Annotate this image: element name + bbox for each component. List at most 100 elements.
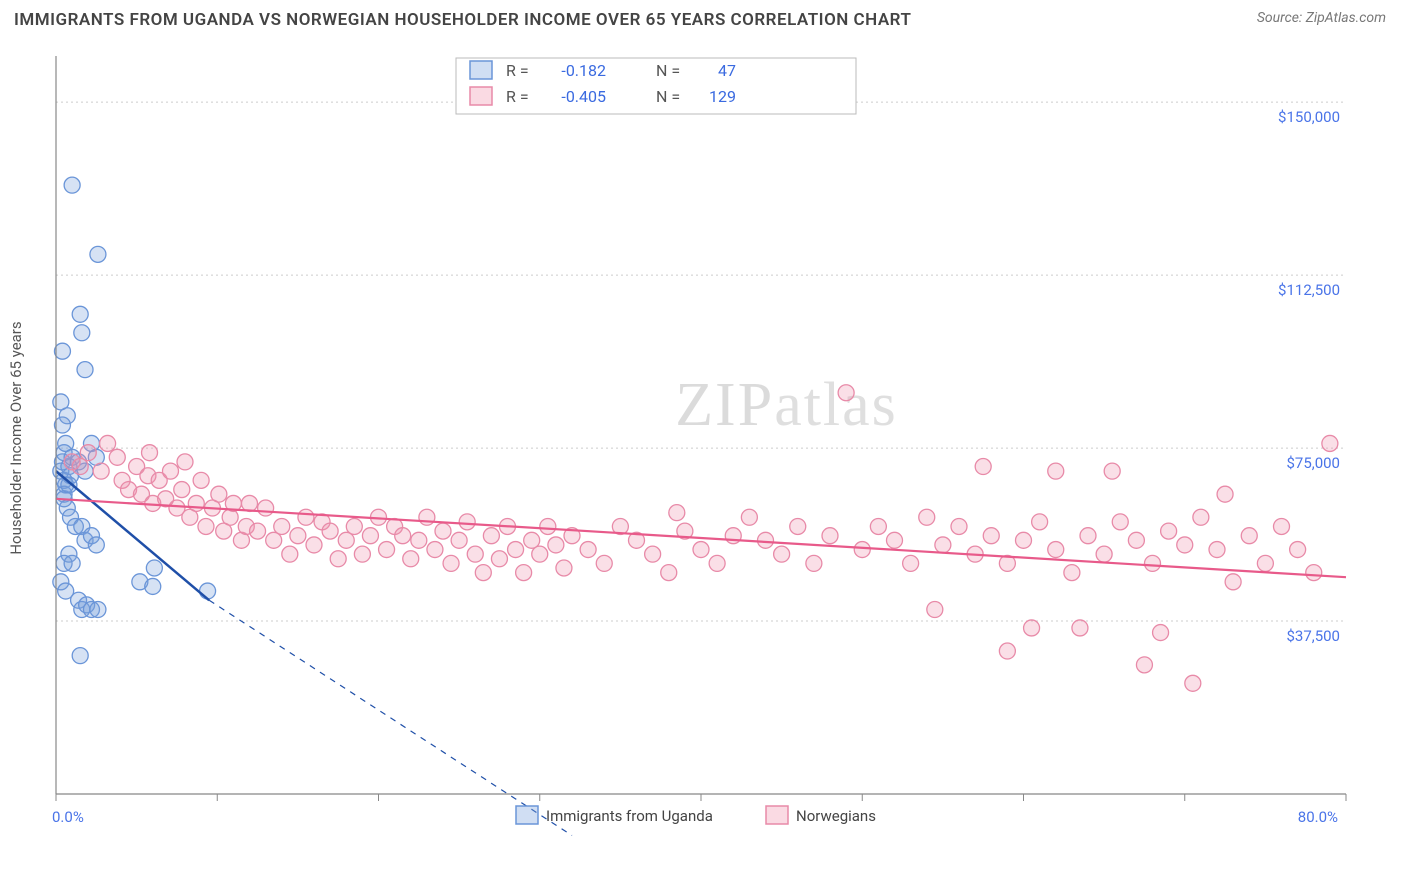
norwegians-point — [1274, 518, 1290, 534]
norwegians-point — [983, 528, 999, 544]
norwegians-point — [467, 546, 483, 562]
norwegians-point — [951, 518, 967, 534]
y-tick-label: $150,000 — [1278, 108, 1340, 126]
corr-r-label: R = — [506, 87, 529, 106]
norwegians-point — [709, 555, 725, 571]
norwegians-point — [290, 528, 306, 544]
norwegians-point — [483, 528, 499, 544]
norwegians-point — [758, 532, 774, 548]
norwegians-point — [806, 555, 822, 571]
chart-title: IMMIGRANTS FROM UGANDA VS NORWEGIAN HOUS… — [14, 10, 911, 30]
norwegians-point — [548, 537, 564, 553]
corr-swatch — [470, 61, 492, 79]
norwegians-point — [927, 602, 943, 618]
norwegians-point — [822, 528, 838, 544]
norwegians-point — [142, 445, 158, 461]
norwegians-point — [693, 542, 709, 558]
norwegians-point — [508, 542, 524, 558]
norwegians-point — [1185, 675, 1201, 691]
norwegians-point — [491, 551, 507, 567]
uganda-point — [64, 177, 80, 193]
norwegians-point — [193, 472, 209, 488]
norwegians-point — [774, 546, 790, 562]
norwegians-point — [1322, 435, 1338, 451]
norwegians-point — [1217, 486, 1233, 502]
norwegians-point — [395, 528, 411, 544]
uganda-point — [54, 417, 70, 433]
norwegians-point — [838, 385, 854, 401]
uganda-point — [145, 578, 161, 594]
uganda-point — [200, 583, 216, 599]
norwegians-point — [1104, 463, 1120, 479]
norwegians-point — [1225, 574, 1241, 590]
norwegians-point — [1161, 523, 1177, 539]
norwegians-point — [790, 518, 806, 534]
x-label-left: 0.0% — [52, 808, 84, 826]
norwegians-point — [435, 523, 451, 539]
norwegians-point — [1177, 537, 1193, 553]
norwegians-point — [109, 449, 125, 465]
norwegians-point — [459, 514, 475, 530]
norwegians-point — [1145, 555, 1161, 571]
corr-r-label: R = — [506, 61, 529, 80]
norwegians-point — [669, 505, 685, 521]
norwegians-point — [362, 528, 378, 544]
norwegians-point — [532, 546, 548, 562]
uganda-point — [77, 362, 93, 378]
y-tick-label: $37,500 — [1286, 627, 1340, 645]
norwegians-point — [1072, 620, 1088, 636]
norwegians-point — [306, 537, 322, 553]
norwegians-point — [1096, 546, 1112, 562]
norwegians-point — [1257, 555, 1273, 571]
norwegians-point — [188, 495, 204, 511]
norwegians-point — [645, 546, 661, 562]
uganda-point — [90, 602, 106, 618]
norwegians-point — [475, 565, 491, 581]
norwegians-point — [975, 459, 991, 475]
y-tick-label: $112,500 — [1278, 281, 1340, 299]
norwegians-point — [1136, 657, 1152, 673]
norwegians-point — [330, 551, 346, 567]
scatter-chart: $37,500$75,000$112,500$150,000ZIPatlas0.… — [46, 48, 1386, 848]
norwegians-point — [1112, 514, 1128, 530]
norwegians-point — [1128, 532, 1144, 548]
norwegians-point — [93, 463, 109, 479]
legend-label: Immigrants from Uganda — [546, 807, 713, 825]
corr-n-label: N = — [656, 61, 680, 80]
norwegians-point — [1064, 565, 1080, 581]
uganda-point — [64, 555, 80, 571]
uganda-trendline-extrapolated — [209, 600, 572, 835]
norwegians-point — [250, 523, 266, 539]
uganda-point — [72, 648, 88, 664]
norwegians-point — [198, 518, 214, 534]
norwegians-point — [741, 509, 757, 525]
x-label-right: 80.0% — [1298, 808, 1338, 826]
norwegians-point — [211, 486, 227, 502]
legend-swatch — [766, 806, 788, 824]
norwegians-point — [427, 542, 443, 558]
norwegians-point — [282, 546, 298, 562]
y-axis-label: Householder Income Over 65 years — [7, 321, 25, 554]
norwegians-point — [999, 643, 1015, 659]
norwegians-point — [935, 537, 951, 553]
norwegians-point — [1080, 528, 1096, 544]
norwegians-point — [919, 509, 935, 525]
y-tick-label: $75,000 — [1286, 454, 1340, 472]
uganda-point — [88, 537, 104, 553]
norwegians-point — [379, 542, 395, 558]
norwegians-point — [1048, 463, 1064, 479]
norwegians-point — [1306, 565, 1322, 581]
norwegians-point — [556, 560, 572, 576]
norwegians-point — [411, 532, 427, 548]
uganda-point — [146, 560, 162, 576]
norwegians-point — [1032, 514, 1048, 530]
norwegians-point — [403, 551, 419, 567]
corr-n-label: N = — [656, 87, 680, 106]
norwegians-point — [322, 523, 338, 539]
norwegians-point — [274, 518, 290, 534]
norwegians-point — [1241, 528, 1257, 544]
chart-container: Householder Income Over 65 years $37,500… — [46, 48, 1386, 828]
norwegians-point — [174, 482, 190, 498]
uganda-point — [54, 343, 70, 359]
norwegians-point — [1153, 625, 1169, 641]
